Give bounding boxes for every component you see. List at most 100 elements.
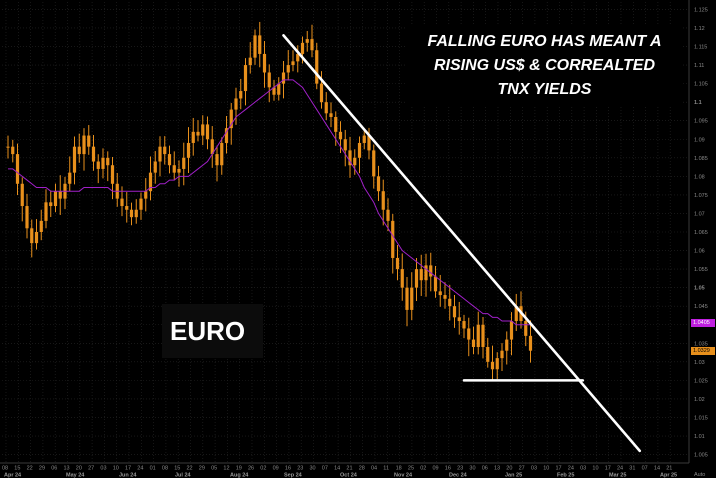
- x-day-label-22: 09: [273, 466, 279, 472]
- price-body-63: [305, 39, 309, 43]
- x-day-label-30: 04: [371, 466, 377, 472]
- price-body-85: [410, 287, 414, 310]
- y-axis-background: [689, 0, 716, 464]
- x-day-label-45: 17: [556, 466, 562, 472]
- x-month-label-4: Aug 24: [230, 473, 249, 478]
- y-tick-label-8: 1.045: [694, 304, 708, 310]
- price-body-44: [215, 154, 219, 166]
- price-body-110: [528, 335, 533, 351]
- price-body-97: [467, 328, 471, 340]
- x-day-label-2: 22: [27, 466, 33, 472]
- y-tick-label-12: 1.065: [694, 230, 708, 236]
- price-body-34: [167, 154, 172, 166]
- x-day-label-19: 19: [236, 466, 242, 472]
- price-body-27: [134, 209, 138, 218]
- price-body-66: [319, 83, 324, 103]
- price-body-55: [267, 72, 271, 88]
- last-price-badge: 1.0329: [691, 347, 715, 356]
- price-body-99: [476, 324, 480, 347]
- price-body-9: [49, 202, 53, 207]
- price-body-105: [505, 339, 509, 351]
- price-body-0: [6, 146, 10, 148]
- y-tick-label-3: 1.02: [694, 397, 705, 403]
- price-body-68: [329, 113, 333, 117]
- y-tick-label-22: 1.115: [694, 45, 707, 51]
- price-body-62: [300, 42, 305, 54]
- price-body-28: [139, 198, 143, 210]
- x-day-label-9: 10: [113, 466, 119, 472]
- price-body-41: [201, 124, 205, 136]
- price-body-32: [158, 146, 162, 162]
- price-body-40: [196, 131, 200, 136]
- y-tick-label-23: 1.12: [694, 26, 705, 32]
- x-day-label-54: 21: [666, 466, 672, 472]
- price-series: [6, 21, 533, 381]
- price-body-57: [277, 83, 281, 95]
- ma-price-badge: 1.0405: [691, 318, 715, 327]
- price-body-100: [481, 324, 485, 347]
- price-body-75: [362, 135, 366, 143]
- x-day-label-17: 05: [211, 466, 217, 472]
- price-body-82: [395, 257, 400, 270]
- price-body-88: [424, 265, 428, 281]
- y-tick-label-11: 1.06: [694, 249, 705, 255]
- price-body-109: [524, 321, 528, 336]
- price-body-10: [53, 191, 58, 207]
- price-body-56: [272, 87, 276, 95]
- y-tick-label-24: 1.125: [694, 7, 708, 13]
- price-body-67: [324, 102, 328, 114]
- price-body-53: [258, 35, 262, 54]
- y-tick-label-0: 1.005: [694, 453, 708, 459]
- x-month-label-8: Dec 24: [449, 473, 468, 478]
- x-day-label-26: 07: [322, 466, 328, 472]
- x-day-label-20: 26: [248, 466, 254, 472]
- x-day-label-50: 24: [617, 466, 623, 472]
- y-tick-label-1: 1.01: [694, 434, 705, 440]
- price-body-106: [509, 321, 514, 340]
- x-day-label-29: 28: [359, 466, 365, 472]
- x-day-label-27: 14: [334, 466, 340, 472]
- series-label: EURO: [170, 316, 246, 346]
- x-day-label-31: 11: [383, 466, 389, 472]
- x-day-label-49: 17: [605, 466, 611, 472]
- price-body-103: [495, 358, 499, 370]
- x-day-label-24: 23: [297, 466, 303, 472]
- annotation-line-1: FALLING EURO HAS MEANT A: [427, 33, 662, 50]
- x-axis-background: [0, 463, 716, 478]
- x-month-label-0: Apr 24: [4, 473, 22, 478]
- x-day-label-33: 25: [408, 466, 414, 472]
- price-body-92: [443, 295, 447, 299]
- price-body-86: [414, 269, 419, 288]
- price-body-38: [186, 142, 191, 158]
- x-day-label-51: 31: [629, 466, 635, 472]
- x-day-label-41: 20: [506, 466, 512, 472]
- y-tick-label-18: 1.095: [694, 119, 708, 125]
- price-body-22: [110, 165, 115, 184]
- x-day-label-42: 27: [519, 466, 525, 472]
- y-tick-label-21: 1.11: [694, 63, 704, 69]
- x-day-label-5: 13: [64, 466, 70, 472]
- price-body-1: [11, 146, 15, 155]
- price-body-26: [129, 209, 134, 218]
- price-body-25: [125, 206, 129, 210]
- y-tick-label-14: 1.075: [694, 193, 708, 199]
- price-body-77: [372, 150, 376, 177]
- price-body-42: [205, 124, 210, 140]
- price-body-6: [34, 232, 39, 244]
- price-body-13: [68, 172, 72, 184]
- x-day-label-18: 12: [223, 466, 229, 472]
- price-body-83: [400, 269, 404, 288]
- price-body-7: [39, 220, 43, 232]
- x-day-label-34: 02: [420, 466, 426, 472]
- price-body-15: [77, 146, 81, 155]
- x-day-label-11: 24: [137, 466, 143, 472]
- x-month-label-5: Sep 24: [284, 473, 303, 478]
- price-body-64: [310, 39, 314, 51]
- x-day-label-37: 23: [457, 466, 463, 472]
- x-day-label-47: 03: [580, 466, 586, 472]
- x-month-label-9: Jan 25: [505, 473, 522, 478]
- price-body-71: [343, 139, 347, 151]
- price-body-74: [357, 142, 362, 158]
- price-body-3: [20, 183, 24, 207]
- price-body-30: [148, 172, 153, 192]
